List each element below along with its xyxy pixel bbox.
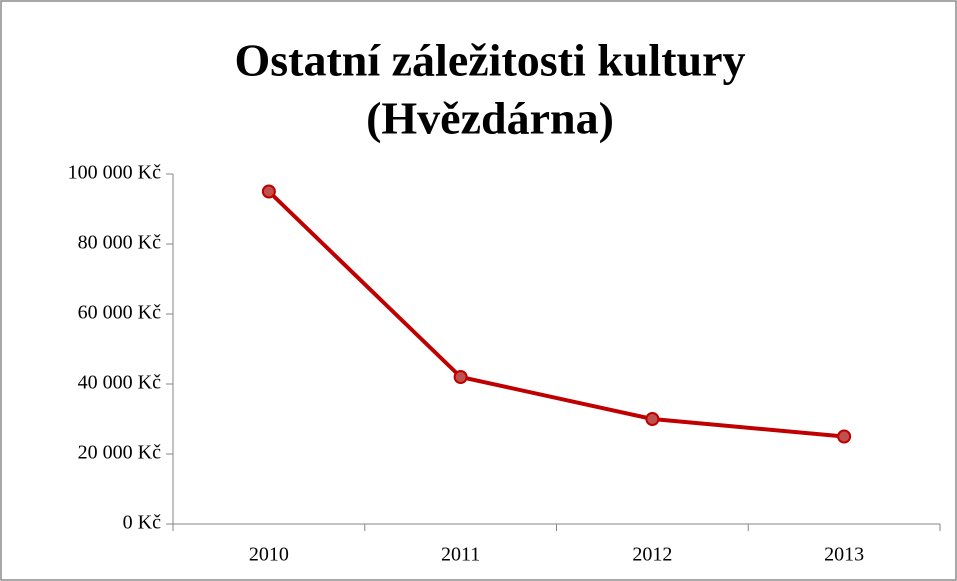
data-point	[645, 412, 660, 426]
x-tick-label: 2012	[632, 544, 672, 566]
y-tick-label: 0 Kč	[123, 512, 161, 534]
y-tick-label: 40 000 Kč	[78, 372, 161, 394]
data-point	[837, 429, 852, 444]
x-tick-label: 2010	[249, 544, 289, 566]
data-point	[261, 184, 276, 199]
chart-title: Ostatní záležitosti kultury	[234, 35, 745, 86]
y-tick-label: 100 000 Kč	[68, 162, 161, 184]
y-tick-label: 80 000 Kč	[78, 232, 161, 254]
y-tick-label: 20 000 Kč	[78, 442, 161, 464]
series-line	[267, 190, 845, 439]
chart-title: (Hvězdárna)	[366, 93, 614, 144]
data-point	[453, 370, 468, 384]
x-tick-label: 2013	[824, 544, 864, 566]
x-tick-label: 2011	[441, 544, 480, 566]
y-tick-label: 60 000 Kč	[78, 302, 161, 324]
